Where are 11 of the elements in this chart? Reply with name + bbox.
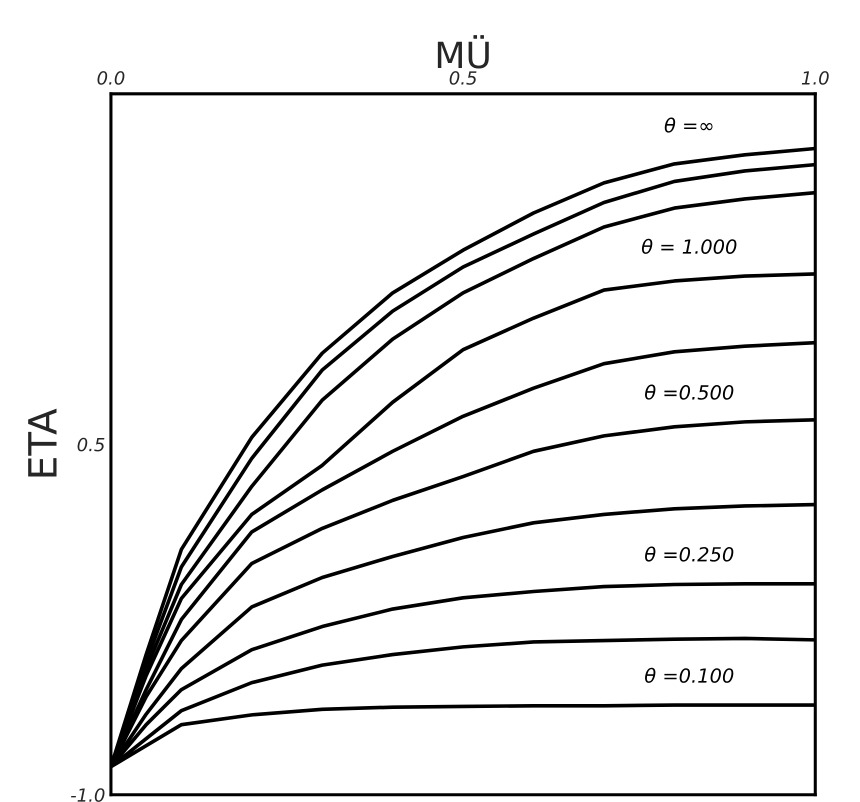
series-label: θ =∞ [664, 117, 712, 133]
series-label: θ =0.250 [645, 546, 734, 562]
y-axis-title: ETA [28, 408, 57, 476]
series-label: θ =0.500 [645, 384, 734, 400]
x-tick-label: 1.0 [802, 71, 829, 85]
x-tick-label: 0.0 [97, 71, 124, 85]
x-axis-title: MÜ [438, 35, 489, 69]
x-tick-label: 0.5 [450, 71, 476, 85]
y-tick-label: -1.0 [70, 788, 104, 802]
series-label: θ =0.100 [645, 668, 734, 683]
series-label: θ = 1.000 [642, 238, 736, 254]
